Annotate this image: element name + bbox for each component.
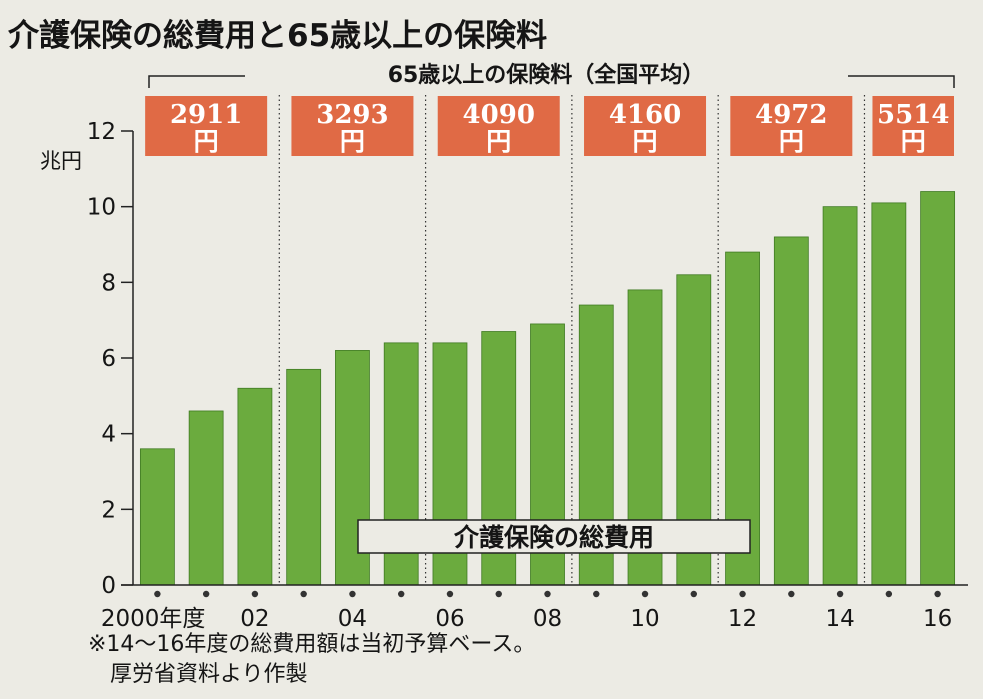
x-tick-dot bbox=[202, 590, 210, 598]
x-tick-label: 16 bbox=[923, 606, 952, 632]
premium-box-bg bbox=[145, 96, 268, 156]
notes: ※14〜16年度の総費用額は当初予算ベース。厚労省資料より作製 bbox=[88, 632, 535, 687]
bar-2015 bbox=[871, 202, 907, 586]
premium-value: 3293 bbox=[316, 100, 388, 130]
x-tick-label: 2000年度 bbox=[101, 606, 206, 632]
x-tick-label: 08 bbox=[533, 606, 562, 632]
premium-value: 4160 bbox=[609, 100, 681, 130]
x-tick-dot bbox=[349, 590, 356, 598]
x-tick-label: 10 bbox=[630, 606, 659, 632]
y-tick-label: 2 bbox=[101, 497, 116, 523]
premium-unit: 円 bbox=[633, 127, 658, 156]
x-tick-dot bbox=[836, 590, 844, 598]
premium-value: 4972 bbox=[755, 100, 827, 130]
x-tick-dot bbox=[251, 590, 259, 598]
x-tick-label: 04 bbox=[338, 606, 367, 632]
header-bracket-right bbox=[848, 75, 955, 88]
premium-unit: 円 bbox=[901, 127, 926, 156]
bar-2014 bbox=[822, 206, 858, 586]
x-tick-label: 12 bbox=[728, 606, 757, 632]
premium-value: 4090 bbox=[463, 100, 535, 130]
series-label: 介護保険の総費用 bbox=[453, 523, 654, 552]
x-tick-label: 02 bbox=[240, 606, 269, 632]
x-tick-label: 06 bbox=[435, 606, 464, 632]
premium-box-bg bbox=[291, 96, 414, 156]
premium-unit: 円 bbox=[194, 127, 219, 156]
premium-unit: 円 bbox=[779, 127, 804, 156]
premium-box-bg bbox=[872, 96, 954, 156]
y-tick-label: 8 bbox=[101, 270, 116, 296]
y-tick-label: 12 bbox=[87, 119, 116, 145]
bar-2016 bbox=[920, 191, 956, 586]
premium-header: 65歳以上の保険料（全国平均） bbox=[388, 62, 705, 88]
x-tick-dot bbox=[885, 590, 893, 598]
x-tick-dot bbox=[788, 590, 795, 598]
bar-2001 bbox=[188, 410, 224, 586]
y-tick-label: 0 bbox=[101, 573, 116, 599]
x-tick-dot bbox=[398, 590, 405, 598]
y-tick-label: 4 bbox=[101, 422, 116, 448]
premium-header-group: 65歳以上の保険料（全国平均） bbox=[148, 62, 955, 88]
series-label-box bbox=[357, 519, 751, 554]
bar-2003 bbox=[286, 368, 322, 586]
bar-2013 bbox=[773, 236, 809, 586]
premium-box-bg bbox=[437, 96, 560, 156]
x-tick-dot bbox=[495, 590, 502, 598]
x-tick-dot bbox=[300, 590, 307, 598]
bar-2000 bbox=[139, 448, 175, 586]
premium-value: 2911 bbox=[170, 100, 242, 130]
premium-box-bg bbox=[730, 96, 853, 156]
source-note: 厚労省資料より作製 bbox=[110, 662, 308, 687]
premium-unit: 円 bbox=[340, 127, 365, 156]
x-tick-label: 14 bbox=[825, 606, 854, 632]
x-tick-dot bbox=[544, 590, 551, 598]
x-tick-dot bbox=[739, 590, 746, 598]
x-tick-dot bbox=[690, 590, 697, 598]
y-tick-label: 6 bbox=[101, 346, 116, 372]
premium-value: 5514 bbox=[877, 100, 949, 130]
series-label-group: 介護保険の総費用 bbox=[357, 519, 751, 554]
premium-box-bg bbox=[584, 96, 707, 156]
premium-unit: 円 bbox=[486, 127, 511, 156]
source-note: ※14〜16年度の総費用額は当初予算ベース。 bbox=[88, 632, 535, 657]
x-tick-dot bbox=[154, 590, 161, 598]
x-tick-dot bbox=[641, 590, 649, 598]
x-tick-dot bbox=[593, 590, 600, 598]
y-unit-label: 兆円 bbox=[40, 149, 82, 173]
y-tick-label: 10 bbox=[87, 195, 116, 221]
bar-2002 bbox=[237, 387, 273, 586]
period-dividers bbox=[278, 95, 866, 585]
x-tick-dot bbox=[446, 590, 454, 598]
x-tick-dot bbox=[934, 590, 941, 598]
chart-title: 介護保険の総費用と65歳以上の保険料 bbox=[7, 18, 547, 54]
header-bracket-left bbox=[148, 75, 245, 88]
